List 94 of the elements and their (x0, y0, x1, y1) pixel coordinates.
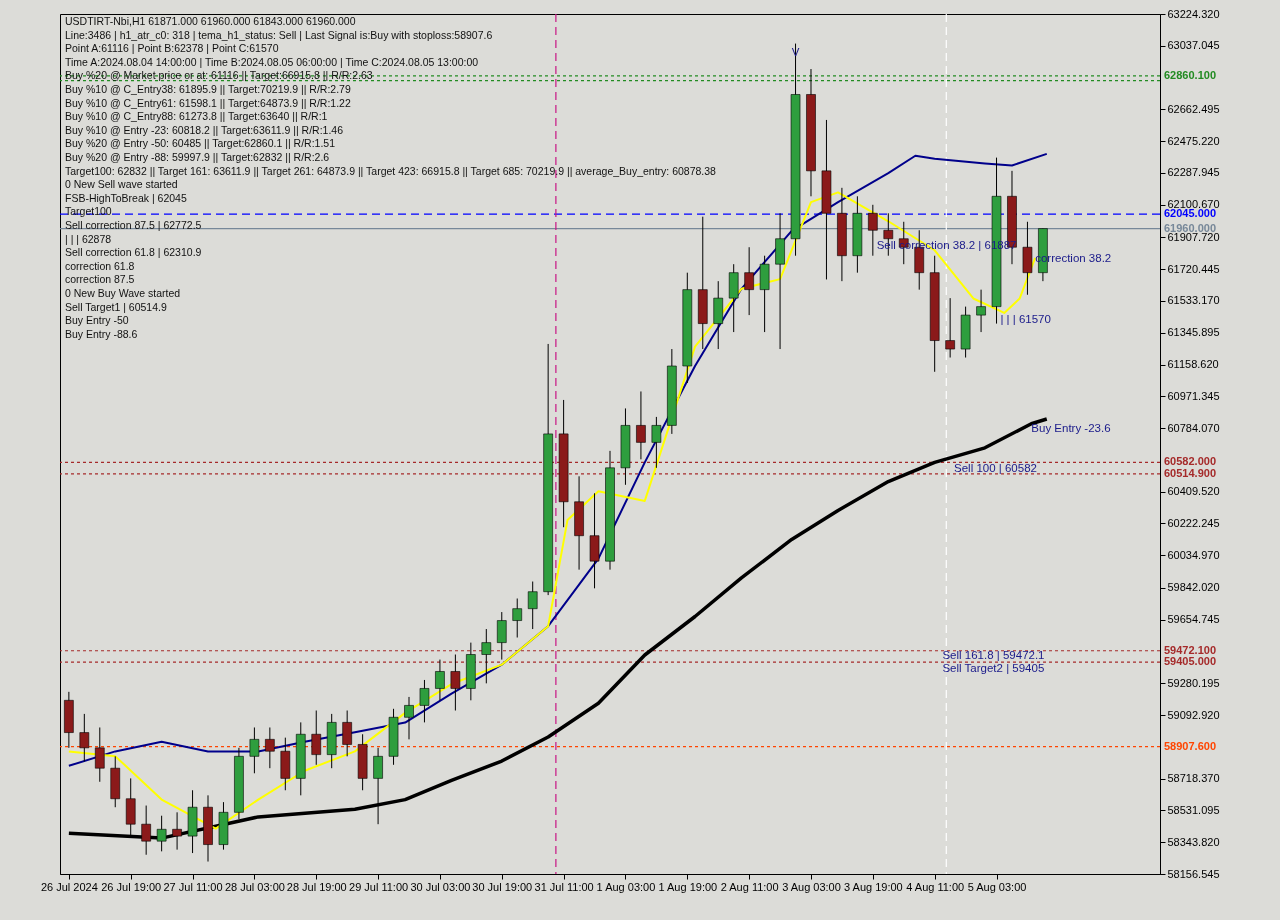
chart-title: USDTIRT-Nbi,H1 61871.000 61960.000 61843.000 61960.000 (65, 15, 356, 27)
annotation: Buy Entry -23.6 (1031, 421, 1111, 434)
annotation: Target100 (65, 205, 112, 218)
ref-line-label: 60582.000 (1164, 455, 1216, 468)
x-tick-label: 28 Jul 19:00 (286, 880, 347, 893)
annotation: Buy %20 @ Entry -50: 60485 || Target:62860.1 || R/R:1.51 (65, 137, 336, 150)
annotation: Buy Entry -88.6 (65, 327, 138, 340)
y-tick-label: 63037.045 (1167, 39, 1220, 52)
annotation: Time A:2024.08.04 14:00:00 | Time B:2024.08.05 06:00:00 | Time C:2024.08.05 13:00:00 (65, 55, 479, 68)
candlestick (373, 747, 383, 825)
candlestick (744, 246, 754, 316)
candlestick (527, 581, 538, 630)
annotation: correction 61.8 (65, 259, 135, 272)
x-tick-label: 1 Aug 19:00 (658, 880, 718, 893)
y-tick-label: 60222.245 (1167, 516, 1220, 529)
ref-line-label: 60514.900 (1164, 466, 1216, 479)
x-tick-label: 3 Aug 19:00 (843, 880, 903, 893)
y-tick-label: 61720.445 (1167, 262, 1220, 275)
candlestick (311, 710, 322, 766)
x-tick-label: 30 Jul 03:00 (410, 880, 471, 893)
candlestick (342, 710, 352, 757)
candlestick (404, 696, 414, 740)
annotation: Sell 161.8 | 59472.1 (942, 649, 1045, 662)
candlestick (976, 289, 986, 333)
candlestick (265, 726, 275, 769)
y-tick-label: 61158.620 (1167, 358, 1219, 371)
x-tick-label: 27 Jul 11:00 (163, 880, 223, 893)
y-tick-label: 60034.970 (1167, 548, 1220, 561)
annotation: Buy %10 @ C_Entry61: 61598.1 || Target:64873.9 || R/R:1.22 (65, 96, 351, 109)
y-tick-label: 61533.170 (1167, 294, 1220, 307)
annotation: Buy %10 @ C_Entry38: 61895.9 || Target:70219.9 || R/R:2.79 (65, 83, 351, 95)
annotation: 0 New Buy Wave started (65, 287, 181, 299)
annotation: Buy %10 @ C_Entry88: 61273.8 || Target:63640 || R/R:1 (65, 110, 328, 123)
y-tick-label: 59092.920 (1167, 708, 1220, 721)
candlestick (868, 204, 878, 257)
x-tick-label: 3 Aug 03:00 (782, 880, 841, 893)
candlestick (94, 726, 105, 783)
candlestick (481, 628, 492, 684)
y-tick-label: 62287.945 (1167, 166, 1220, 179)
candlestick (496, 611, 507, 661)
candlestick (79, 713, 90, 762)
annotation: Line:3486 | h1_atr_c0: 318 | tema_h1_status: Sell | Last Signal is:Buy with stoploss:58907.6 (65, 28, 493, 41)
candlestick (945, 297, 955, 359)
y-tick-label: 60784.070 (1167, 421, 1220, 434)
annotation: Buy Entry -50 (65, 314, 129, 327)
candlestick (636, 390, 646, 460)
y-tick-label: 59654.745 (1167, 613, 1220, 626)
annotation: Sell Target2 | 59405 (942, 661, 1045, 674)
x-tick-label: 5 Aug 03:00 (967, 880, 1027, 893)
y-tick-label: 62475.220 (1167, 134, 1220, 147)
x-tick-label: 2 Aug 11:00 (720, 880, 779, 893)
candlestick (512, 598, 523, 639)
y-tick-label: 59842.020 (1167, 581, 1220, 594)
annotation: FSB-HighToBreak | 62045 (65, 191, 187, 204)
y-tick-label: 62662.495 (1167, 102, 1220, 115)
x-tick-label: 28 Jul 03:00 (224, 880, 285, 893)
x-tick-label: 30 Jul 19:00 (472, 880, 533, 893)
ref-line-label: 61960.000 (1164, 221, 1216, 234)
annotation: Sell 100 | 60582 (954, 462, 1037, 475)
annotation: Sell Target1 | 60514.9 (65, 300, 167, 313)
annotation: Point A:61116 | Point B:62378 | Point C:61570 (65, 42, 279, 55)
annotation: Sell correction 87.5 | 62772.5 (65, 219, 202, 231)
y-tick-label: 58718.370 (1167, 772, 1220, 785)
ref-line-label: 58907.600 (1164, 739, 1216, 752)
y-tick-label: 58343.820 (1167, 835, 1220, 848)
candlestick (651, 416, 662, 469)
x-tick-label: 1 Aug 03:00 (596, 880, 656, 893)
annotation: correction 87.5 (65, 273, 135, 286)
y-tick-label: 63224.320 (1167, 7, 1220, 20)
x-tick-label: 31 Jul 11:00 (534, 880, 594, 893)
annotation: 0 New Sell wave started (65, 178, 178, 191)
x-tick-label: 29 Jul 11:00 (349, 880, 409, 893)
x-tick-label: 4 Aug 11:00 (906, 880, 965, 893)
annotation: Buy %20 @ Entry -88: 59997.9 || Target:62832 || R/R:2.6 (65, 151, 330, 163)
annotation: | | | 62878 (65, 232, 112, 245)
y-tick-label: 58531.095 (1167, 803, 1220, 816)
annotation: Sell correction 61.8 | 62310.9 (65, 246, 202, 259)
y-tick-label: 60409.520 (1167, 485, 1220, 498)
candlestick (435, 659, 445, 701)
x-tick-label: 26 Jul 2024 (40, 880, 98, 893)
candlestick (249, 726, 260, 774)
y-tick-label: 61345.895 (1167, 326, 1220, 339)
ref-line-label: 59405.000 (1164, 655, 1216, 668)
y-tick-label: 58156.545 (1167, 867, 1220, 880)
annotation: Target100: 62832 || Target 161: 63611.9 || Target 261: 64873.9 || Target 423: 66915.8 || Target 685: 70219.9 || average_Buy_entry: 60878.38 (65, 164, 717, 177)
annotation: Buy %10 @ Entry -23: 60818.2 || Target:63611.9 || R/R:1.46 (65, 123, 344, 136)
ref-line-label: 62860.100 (1164, 68, 1216, 81)
x-tick-label: 26 Jul 19:00 (101, 880, 162, 893)
y-tick-label: 60971.345 (1167, 389, 1220, 402)
y-tick-label: 59280.195 (1167, 676, 1220, 689)
ref-line-label: 59472.100 (1164, 643, 1216, 656)
annotation: | | | 61570 (1000, 313, 1051, 326)
candlestick (450, 654, 461, 711)
candlestick (419, 679, 430, 723)
